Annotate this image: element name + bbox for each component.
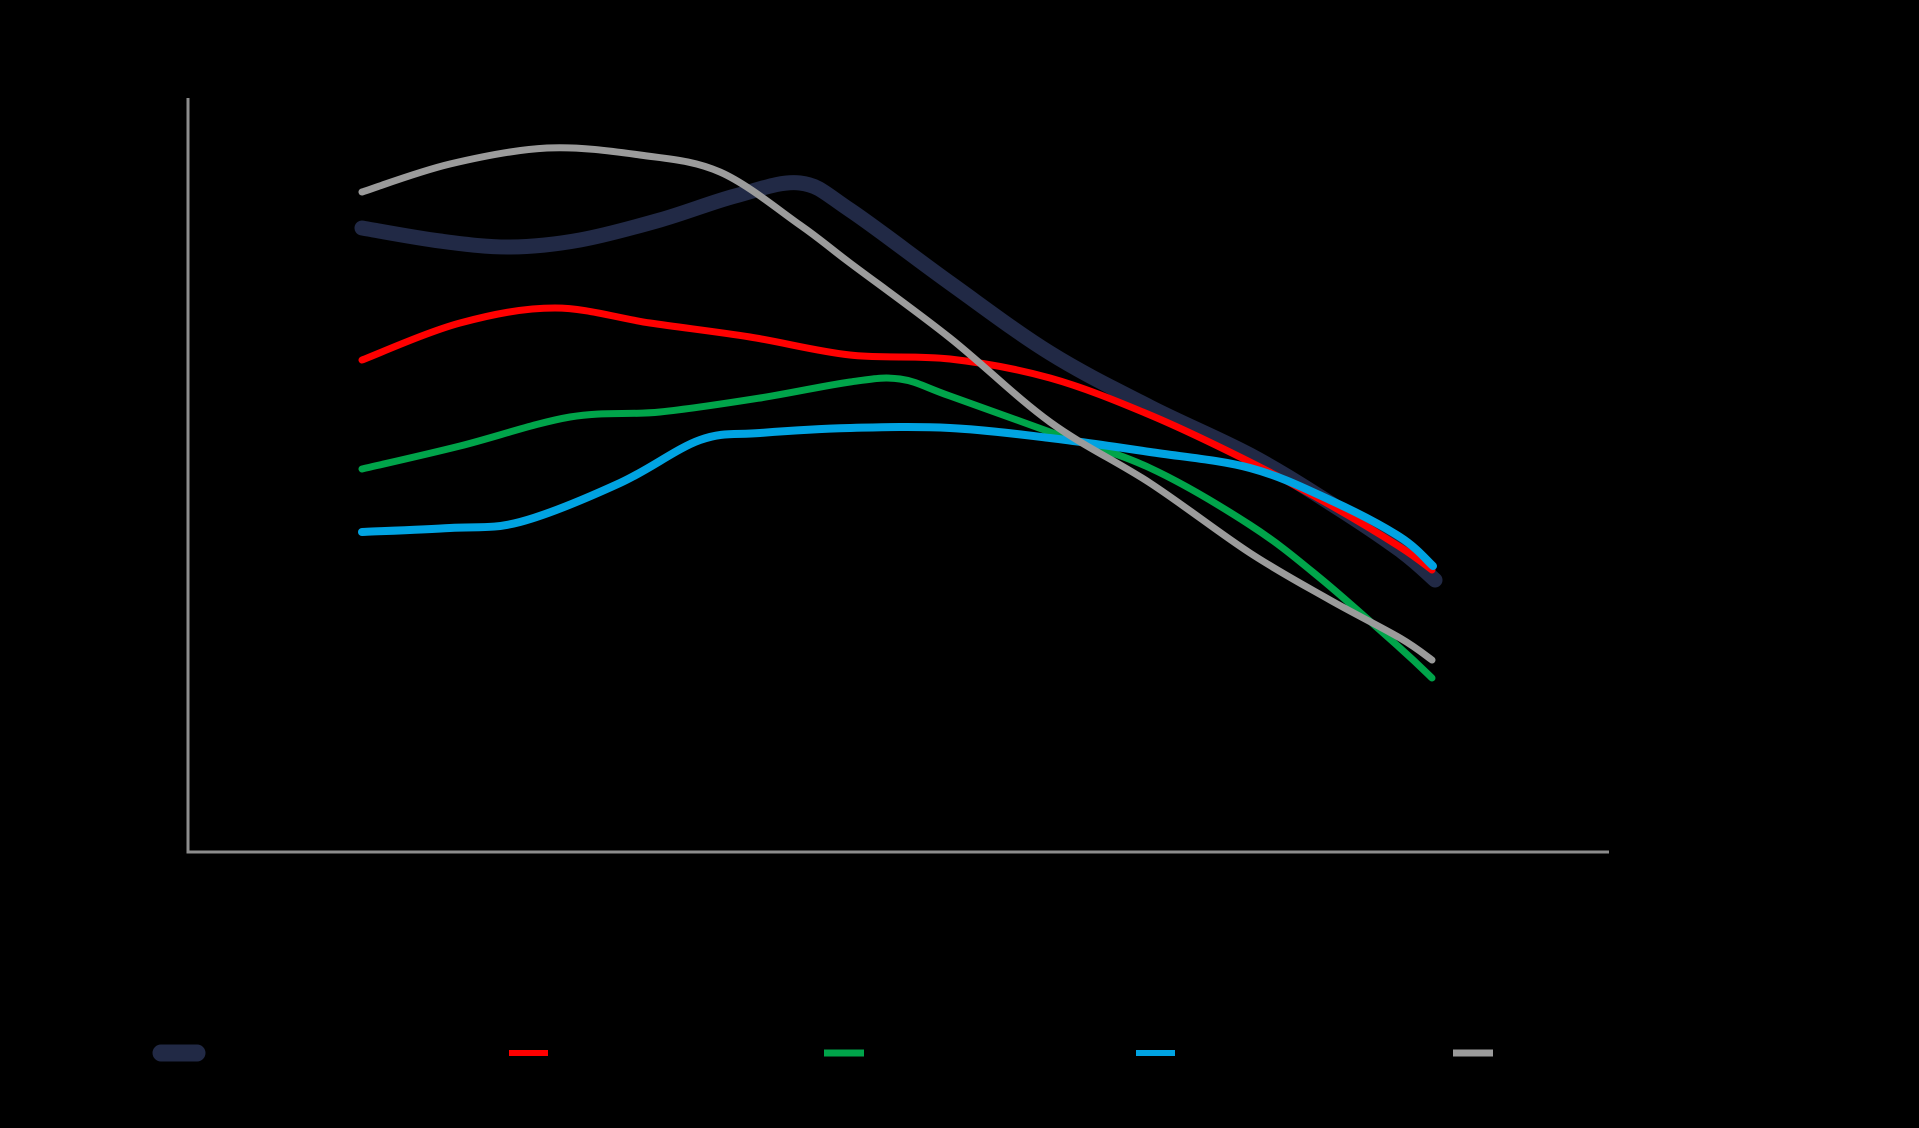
series-group xyxy=(354,144,1443,682)
series-line-gray xyxy=(358,144,1436,664)
series-line-light-blue xyxy=(358,423,1437,570)
series-line-green xyxy=(358,374,1436,682)
series-line-red xyxy=(358,304,1436,574)
axis-lines xyxy=(186,98,1609,854)
